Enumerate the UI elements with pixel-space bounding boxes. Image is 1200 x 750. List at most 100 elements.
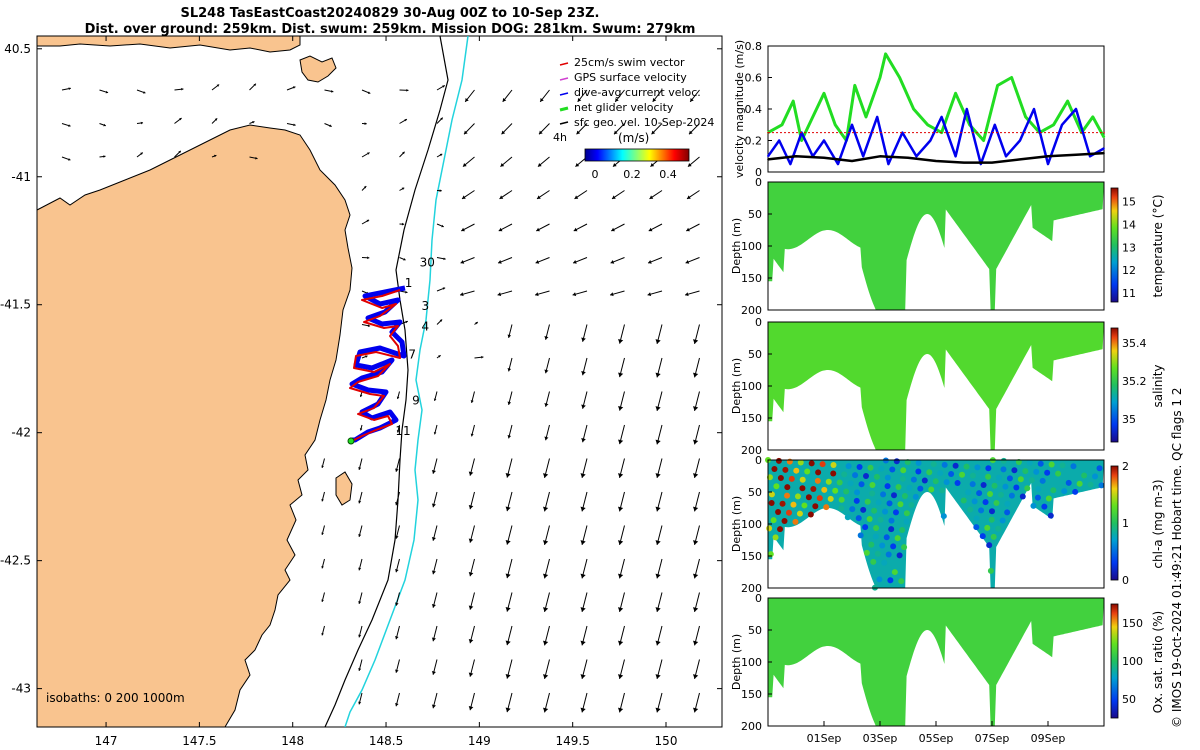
chl-sample [777,526,784,533]
surface-velocity-vectors [61,83,700,713]
depth-ylabel: Depth (m) [730,358,743,414]
velocity-ytick-label: 0.4 [745,103,763,116]
chl-sample [1033,468,1040,475]
chl-sample [768,499,775,506]
chl-sample [1050,487,1057,494]
velocity-vector-head [395,703,399,707]
velocity-vector-head [395,502,399,506]
colorbar-tick-label: 35.2 [1122,375,1147,388]
series-point [778,139,780,142]
legend-gps-label: GPS surface velocity [574,71,687,84]
series-point [862,155,864,158]
chl-sample [830,470,837,477]
chl-sample [1092,473,1099,480]
legend-current-label: dive-avg current veloc. [574,86,701,99]
chl-sample [989,508,995,515]
chl-sample [973,524,980,531]
section-fill [768,598,1104,726]
chl-sample [874,550,881,557]
series-point [767,158,769,161]
velocity-vector-head [498,260,502,264]
series-point [991,161,993,164]
velocity-vector-head [68,124,71,127]
time-tick-label: 03Sep [863,732,898,745]
title-line-2: Dist. over ground: 259km. Dist. swum: 25… [84,22,696,37]
maria-island [335,471,353,506]
chl-sample [890,543,897,550]
chl-sample [928,486,935,493]
chl-sample [823,504,830,511]
chl-sample [1015,459,1022,466]
velocity-vector-head [475,321,478,325]
velocity-vector-head [693,372,699,378]
depth-tick-label: 0 [755,176,762,189]
depth-ylabel: Depth (m) [730,634,743,690]
depth-tick-label: 50 [748,624,762,637]
velocity-vector-head [543,674,549,679]
chl-sample [862,524,869,531]
isobath-200 [324,36,449,727]
velocity-vector-head [685,292,689,297]
chl-sample [915,459,922,466]
velocity-vector-head [612,163,617,167]
series-point [823,157,825,159]
velocity-vector-head [655,473,661,478]
colorbar-tick-label: 35 [1122,413,1136,426]
chl-sample [855,515,862,522]
velocity-vector-head [178,150,181,154]
series-point [767,131,769,134]
chl-sample [991,482,998,489]
velocity-vector-head [618,405,624,411]
velocity-vector-head [252,121,255,124]
velocity-vector-head [610,260,615,264]
chl-sample [860,506,867,513]
velocity-vector-head [358,467,362,470]
velocity-vector-head [505,640,511,646]
velocity-vector-head [581,437,586,443]
day-label: 3 [421,299,429,313]
depth-tick-label: 50 [748,208,762,221]
series-point [1024,116,1027,118]
velocity-vector-head [431,537,436,541]
velocity-vector-head [652,98,657,102]
lat-tick-label: -42.5 [0,554,31,568]
depth-tick-label: 100 [741,518,762,531]
series-point [994,123,996,126]
velocity-vector-head [693,540,699,545]
series-point [792,100,794,102]
series-point [767,155,769,158]
velocity-vector-head [618,372,624,378]
legend-net-label: net glider velocity [574,101,674,114]
velocity-vector-head [543,707,549,713]
time-tick-label: 09Sep [1031,732,1066,745]
velocity-vector-head [321,465,324,468]
velocity-vector-head [461,227,465,232]
chl-sample [886,500,893,507]
chl-sample [1059,462,1066,469]
lon-tick-label: 147 [95,734,118,748]
velocity-vector-head [439,189,442,192]
colorbar-tick-label: 11 [1122,287,1136,300]
chl-sample [1006,475,1013,482]
chl-sample [854,489,861,496]
chl-sample [784,492,791,499]
chl-sample [1013,484,1020,491]
velocity-vector-head [648,260,652,264]
chl-sample [878,465,885,472]
velocity-vector-head [610,292,614,297]
chl-sample [768,491,775,498]
velocity-vector-head [321,599,324,602]
velocity-vector-head [401,222,405,226]
velocity-vector-head [329,124,332,127]
velocity-ytick-label: 0.2 [745,135,763,148]
map-axes: 147 147.5 148 148.5 149 149.5 15040.5-41-41.5-… [0,36,722,748]
velocity-vector-head [460,260,465,264]
velocity-vector-head [358,701,362,705]
time-tick-label: 01Sep [807,732,842,745]
day-label: 4 [421,319,429,333]
lat-tick-label: -43 [11,682,31,696]
chl-sample [999,517,1006,524]
series-point [1075,153,1077,156]
velocity-vector-head [441,224,444,228]
velocity-vector-head [655,439,661,445]
